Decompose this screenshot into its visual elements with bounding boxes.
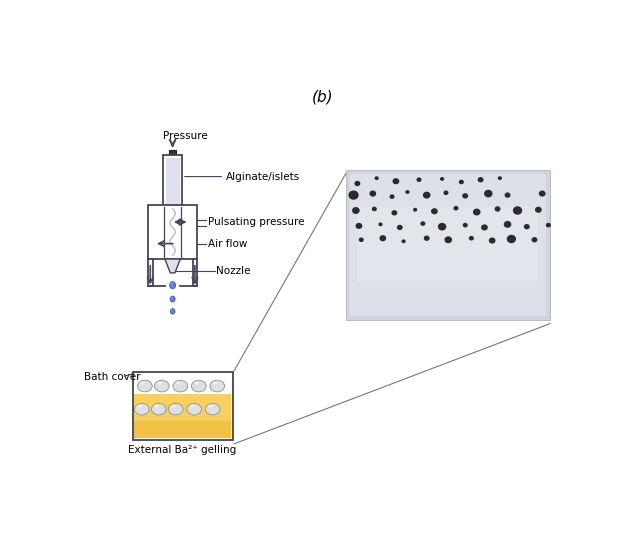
Ellipse shape xyxy=(445,236,452,243)
Text: External Ba²⁺ gelling: External Ba²⁺ gelling xyxy=(128,445,237,455)
Ellipse shape xyxy=(190,405,194,408)
Ellipse shape xyxy=(372,207,377,211)
Ellipse shape xyxy=(462,193,468,198)
Ellipse shape xyxy=(170,283,172,284)
Bar xyxy=(346,170,550,320)
Ellipse shape xyxy=(354,181,360,186)
Ellipse shape xyxy=(176,381,180,384)
Bar xyxy=(169,150,177,155)
Ellipse shape xyxy=(473,209,481,216)
Ellipse shape xyxy=(423,192,430,198)
Ellipse shape xyxy=(397,225,403,230)
Ellipse shape xyxy=(355,223,362,229)
Ellipse shape xyxy=(170,309,175,314)
Bar xyxy=(148,205,198,259)
Ellipse shape xyxy=(443,190,448,195)
Ellipse shape xyxy=(170,282,175,289)
Ellipse shape xyxy=(405,190,409,194)
Ellipse shape xyxy=(205,403,220,415)
Ellipse shape xyxy=(194,381,198,384)
Ellipse shape xyxy=(494,207,501,212)
Ellipse shape xyxy=(169,403,183,415)
Ellipse shape xyxy=(539,190,545,197)
Ellipse shape xyxy=(477,177,484,182)
Bar xyxy=(134,394,231,438)
Bar xyxy=(148,259,153,286)
Ellipse shape xyxy=(438,223,447,231)
Ellipse shape xyxy=(208,405,212,408)
Ellipse shape xyxy=(424,235,430,241)
Ellipse shape xyxy=(413,208,417,212)
Ellipse shape xyxy=(187,403,201,415)
Ellipse shape xyxy=(498,176,502,180)
Ellipse shape xyxy=(210,380,225,392)
Ellipse shape xyxy=(155,380,169,392)
Ellipse shape xyxy=(374,176,379,180)
Text: (b): (b) xyxy=(312,89,333,104)
Ellipse shape xyxy=(391,210,398,216)
Ellipse shape xyxy=(213,381,217,384)
Ellipse shape xyxy=(352,207,360,214)
Ellipse shape xyxy=(191,380,206,392)
Text: Nozzle: Nozzle xyxy=(216,266,251,277)
Ellipse shape xyxy=(348,190,359,200)
Ellipse shape xyxy=(401,239,406,243)
Polygon shape xyxy=(165,259,181,273)
Ellipse shape xyxy=(469,236,474,241)
Ellipse shape xyxy=(141,381,145,384)
Ellipse shape xyxy=(507,235,516,243)
Ellipse shape xyxy=(489,238,496,243)
Ellipse shape xyxy=(172,405,175,408)
Text: Pressure: Pressure xyxy=(164,131,208,141)
Ellipse shape xyxy=(173,380,187,392)
Ellipse shape xyxy=(431,208,438,215)
Ellipse shape xyxy=(440,177,444,181)
Ellipse shape xyxy=(484,190,493,197)
Ellipse shape xyxy=(170,309,172,310)
Ellipse shape xyxy=(379,235,386,241)
Bar xyxy=(133,372,233,440)
Text: Bath cover: Bath cover xyxy=(84,372,140,382)
Text: Alginate/islets: Alginate/islets xyxy=(226,172,300,181)
Ellipse shape xyxy=(138,380,152,392)
Ellipse shape xyxy=(135,403,149,415)
Text: Air flow: Air flow xyxy=(208,239,247,249)
Ellipse shape xyxy=(416,178,421,182)
Ellipse shape xyxy=(158,381,162,384)
Ellipse shape xyxy=(524,224,530,230)
Ellipse shape xyxy=(170,297,172,298)
Ellipse shape xyxy=(155,405,159,408)
Ellipse shape xyxy=(504,221,511,228)
Ellipse shape xyxy=(459,180,464,185)
Bar xyxy=(350,173,546,316)
Ellipse shape xyxy=(504,193,511,198)
Ellipse shape xyxy=(420,221,425,226)
Ellipse shape xyxy=(513,207,522,215)
Ellipse shape xyxy=(546,223,551,227)
Ellipse shape xyxy=(152,403,166,415)
Ellipse shape xyxy=(392,178,399,185)
Ellipse shape xyxy=(532,237,537,242)
Ellipse shape xyxy=(481,224,488,231)
Ellipse shape xyxy=(389,194,394,199)
Ellipse shape xyxy=(138,405,142,408)
Bar xyxy=(192,259,198,286)
Text: Pulsating pressure: Pulsating pressure xyxy=(208,217,304,227)
Bar xyxy=(165,158,179,229)
Bar xyxy=(357,207,538,281)
Ellipse shape xyxy=(463,223,468,227)
Ellipse shape xyxy=(359,238,364,242)
Bar xyxy=(134,421,231,438)
Ellipse shape xyxy=(369,190,376,197)
Ellipse shape xyxy=(535,207,542,213)
Ellipse shape xyxy=(170,296,175,302)
Ellipse shape xyxy=(454,206,459,210)
Ellipse shape xyxy=(379,223,382,226)
Bar xyxy=(164,155,182,232)
